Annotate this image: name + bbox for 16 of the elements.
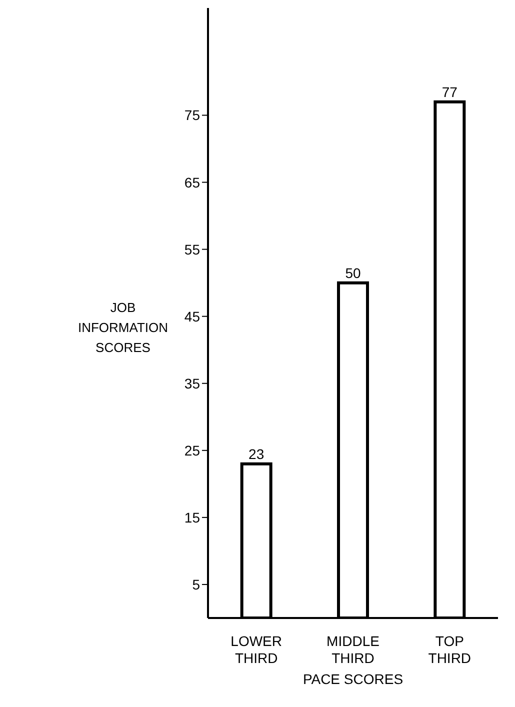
data-label: 77	[442, 84, 458, 100]
y-tick-label: 65	[184, 174, 200, 190]
y-axis-title: JOB INFORMATION SCORES	[76, 300, 170, 357]
y-tick-label: 25	[184, 442, 200, 458]
data-label: 50	[345, 264, 361, 281]
x-tick-label: MIDDLE THIRD	[326, 633, 380, 666]
y-tick-label: 35	[184, 375, 200, 392]
data-label: 23	[248, 446, 264, 462]
y-tick-label: 5	[192, 576, 200, 592]
y-tick-label: 15	[184, 509, 200, 526]
y-tick-label: 55	[184, 241, 200, 258]
x-axis-title: PACE SCORES	[302, 671, 404, 687]
x-tick-label: TOP THIRD	[428, 633, 472, 666]
x-tick-label: LOWER THIRD	[230, 633, 282, 666]
y-tick-label: 75	[184, 107, 200, 124]
y-tick-label: 45	[184, 308, 200, 324]
